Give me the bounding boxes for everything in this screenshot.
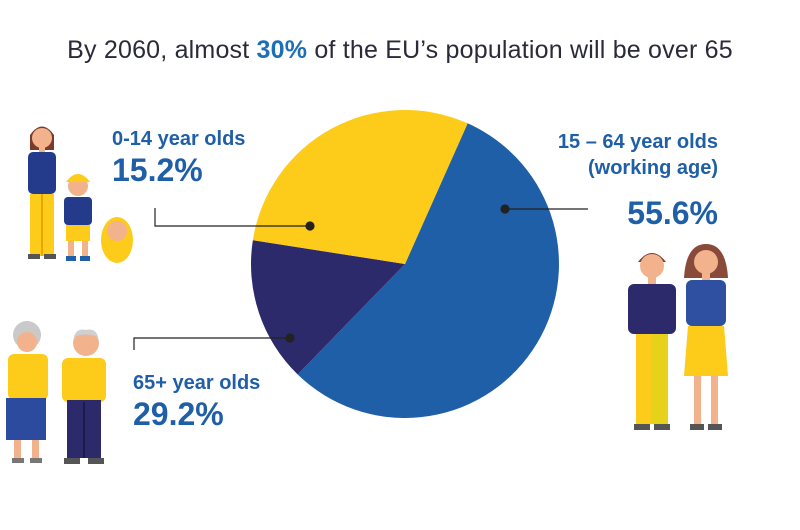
- leader-line-young: [154, 208, 310, 227]
- label-old-name: 65+ year olds: [133, 372, 261, 394]
- title-highlight: 30%: [256, 36, 308, 64]
- title-text-end: of the EU’s population will be over 65: [307, 36, 733, 64]
- leader-line-old: [133, 337, 290, 350]
- label-young: 0-14 year olds 15.2%: [112, 126, 245, 188]
- mother-with-children-icon: [28, 126, 133, 263]
- label-young-name: 0-14 year olds: [112, 128, 246, 150]
- pie-chart: [251, 109, 559, 418]
- label-old: 65+ year olds 29.2%: [133, 370, 260, 432]
- label-working-name: 15 – 64 year olds: [557, 131, 718, 153]
- label-old-percent: 29.2%: [133, 396, 224, 432]
- leader-dot-working: [500, 204, 510, 214]
- working-age-couple-icon: [628, 244, 728, 430]
- label-working: 15 – 64 year olds (working age) 55.6%: [558, 129, 718, 231]
- label-working-subtitle: (working age): [587, 157, 718, 179]
- leader-dot-old: [285, 333, 295, 343]
- pie-slice-working-age: [297, 123, 559, 418]
- title-text-start: By 2060, almost: [67, 36, 257, 64]
- label-working-percent: 55.6%: [627, 195, 718, 231]
- label-young-percent: 15.2%: [112, 152, 203, 188]
- page-title: By 2060, almost 30% of the EU’s populati…: [0, 36, 800, 65]
- leader-dot-young: [305, 221, 315, 231]
- elderly-couple-icon: [6, 321, 106, 464]
